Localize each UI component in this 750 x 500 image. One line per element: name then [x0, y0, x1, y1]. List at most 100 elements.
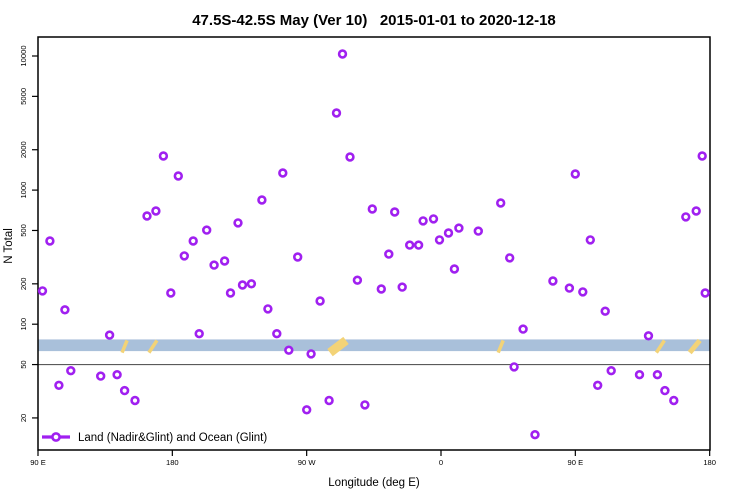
data-point	[225, 288, 236, 298]
data-point	[257, 195, 267, 205]
plot-frame	[37, 36, 711, 451]
data-point	[384, 249, 394, 259]
x-axis-label: Longitude (deg E)	[328, 477, 420, 489]
gold-slash	[327, 336, 349, 357]
gold-slash	[687, 338, 702, 355]
data-point	[360, 400, 370, 410]
data-point	[337, 49, 348, 59]
data-point	[518, 324, 528, 334]
data-point	[564, 283, 575, 293]
data-point	[509, 362, 519, 372]
data-point	[263, 304, 273, 314]
data-point	[209, 260, 219, 270]
data-point	[345, 152, 355, 162]
data-point	[530, 430, 540, 440]
y-tick-label: 50	[19, 360, 28, 368]
data-point	[634, 370, 645, 380]
data-point	[449, 264, 460, 274]
data-point	[119, 385, 130, 396]
data-point	[66, 366, 76, 376]
data-point	[660, 385, 670, 396]
data-point	[130, 395, 140, 406]
band-rect	[38, 339, 710, 352]
data-point	[324, 395, 334, 406]
data-point	[390, 207, 400, 217]
data-point	[142, 211, 152, 221]
data-point	[681, 212, 691, 222]
data-point	[669, 395, 679, 406]
data-point	[428, 214, 439, 224]
gold-slash	[120, 339, 129, 354]
data-point	[158, 151, 169, 161]
data-point	[202, 225, 212, 235]
data-point	[233, 218, 243, 228]
data-point	[219, 256, 230, 266]
data-point	[397, 282, 407, 292]
data-point	[505, 253, 515, 263]
y-tick-label: 20	[19, 414, 28, 422]
y-tick-label: 10000	[19, 45, 28, 66]
data-point	[45, 236, 55, 246]
data-point	[194, 329, 204, 339]
data-point	[331, 108, 342, 118]
data-point	[418, 216, 428, 226]
y-axis-label: N Total	[3, 228, 15, 264]
chart-title: 47.5S-42.5S May (Ver 10) 2015-01-01 to 2…	[192, 12, 556, 29]
data-point	[367, 204, 377, 214]
data-point	[700, 288, 710, 298]
y-tick-label: 500	[19, 224, 28, 237]
data-point	[496, 198, 506, 208]
data-point	[173, 171, 184, 181]
gold-marks	[120, 336, 702, 357]
data-point	[352, 275, 363, 285]
data-point	[548, 276, 558, 286]
data-point	[454, 223, 464, 233]
y-tick-label: 100	[19, 318, 28, 331]
data-point	[691, 206, 701, 216]
gold-slash	[654, 339, 666, 354]
x-tick-label: 90 W	[298, 458, 317, 467]
gold-slash	[496, 339, 505, 354]
legend-label: Land (Nadir&Glint) and Ocean (Glint)	[78, 432, 267, 444]
x-tick-label: 0	[439, 458, 443, 467]
data-point	[306, 349, 316, 359]
x-tick-label: 180	[703, 458, 716, 467]
data-points	[37, 49, 710, 440]
data-point	[606, 366, 616, 376]
data-point	[302, 405, 312, 415]
data-point	[284, 345, 294, 355]
data-point	[60, 305, 70, 315]
data-point	[405, 240, 415, 250]
gold-slash	[147, 339, 159, 354]
data-point	[166, 288, 176, 298]
y-tick-label: 2000	[19, 141, 28, 158]
data-point	[652, 370, 663, 380]
data-point	[592, 380, 603, 390]
data-point	[246, 279, 257, 289]
data-point	[570, 169, 580, 179]
y-tick-label: 5000	[19, 88, 28, 105]
y-tick-label: 1000	[19, 182, 28, 199]
data-point	[293, 252, 303, 262]
data-point	[434, 235, 445, 245]
data-point	[376, 284, 386, 294]
data-point	[315, 296, 325, 306]
data-point	[443, 228, 454, 238]
x-tick-label: 90 E	[30, 458, 46, 467]
ocean-glint-band	[38, 339, 710, 352]
legend: Land (Nadir&Glint) and Ocean (Glint)	[42, 432, 267, 444]
data-point	[37, 286, 48, 296]
data-point	[272, 329, 282, 339]
data-point	[95, 371, 106, 381]
data-point	[473, 226, 483, 236]
data-point	[112, 370, 122, 380]
data-point	[54, 380, 64, 390]
x-tick-label: 90 E	[568, 458, 584, 467]
data-point	[179, 251, 190, 261]
x-tick-label: 180	[166, 458, 179, 467]
y-tick-label: 200	[19, 277, 28, 290]
data-point	[697, 151, 707, 161]
data-point	[578, 287, 588, 297]
